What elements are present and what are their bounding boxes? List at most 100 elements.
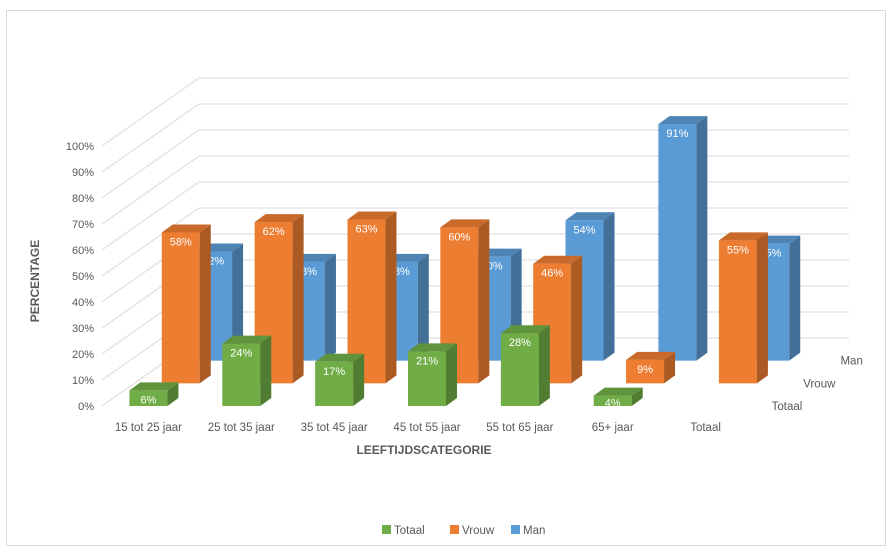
legend-swatch — [450, 525, 459, 534]
legend-label: Man — [523, 525, 545, 537]
bar-front-face — [626, 359, 665, 384]
bar-man: 54% — [565, 212, 615, 361]
bar-side-face — [696, 116, 708, 361]
bar-top-face — [565, 212, 615, 221]
gridline — [101, 77, 849, 147]
data-label: 60% — [448, 231, 470, 243]
data-label: 91% — [666, 128, 688, 140]
y-tick-label: 20% — [72, 349, 94, 361]
series-axis-label: Vrouw — [803, 378, 836, 390]
bar-front-face — [315, 361, 354, 406]
bar-top-face — [533, 255, 583, 264]
data-label: 6% — [140, 394, 156, 406]
data-label: 21% — [416, 355, 438, 367]
x-axis-categories: 15 tot 25 jaar 25 tot 35 jaar 35 tot 45 ja… — [115, 422, 721, 434]
bar-side-face — [417, 253, 429, 361]
gridline — [101, 155, 849, 225]
legend-swatch — [511, 525, 520, 534]
bar-top-face — [718, 232, 768, 241]
legend: Totaal Vrouw Man — [382, 525, 545, 537]
y-tick-label: 10% — [72, 375, 94, 387]
y-tick-label: 60% — [72, 245, 94, 257]
data-label: 9% — [637, 364, 653, 376]
data-label: 62% — [263, 226, 285, 238]
legend-entry: Vrouw — [450, 525, 495, 537]
bar-side-face — [631, 387, 643, 406]
bar-top-face — [440, 219, 490, 228]
bar-top-face — [129, 382, 179, 391]
bar-front-face — [658, 124, 697, 361]
bar-side-face — [664, 351, 676, 384]
bar-side-face — [232, 243, 244, 361]
data-label: 63% — [355, 224, 377, 236]
gridline — [101, 207, 849, 277]
bar-totaal: 6% — [129, 382, 179, 406]
bar-totaal: 24% — [222, 335, 272, 406]
3d-column-chart: 0%10%20%30%40%50%60%70%80%90%100% 42%38%… — [28, 77, 863, 537]
y-tick-label: 90% — [72, 167, 94, 179]
legend-label: Totaal — [394, 525, 425, 537]
bar-totaal: 21% — [408, 343, 457, 406]
bar-side-face — [571, 255, 583, 384]
x-category-label: 55 tot 65 jaar — [486, 422, 553, 434]
bar-totaal: 17% — [315, 353, 365, 406]
bar-top-face — [161, 224, 211, 233]
bar-front-face — [718, 240, 757, 384]
bar-side-face — [324, 253, 336, 361]
bar-side-face — [385, 211, 397, 384]
y-tick-label: 70% — [72, 219, 94, 231]
x-axis-title: LEEFTIJDSCATEGORIE — [356, 443, 491, 457]
bar-side-face — [292, 214, 304, 384]
legend-swatch — [382, 525, 391, 534]
bar-side-face — [538, 325, 550, 406]
data-label: 17% — [323, 366, 345, 378]
bar-side-face — [353, 353, 365, 406]
bar-top-face — [626, 351, 676, 360]
bar-top-face — [315, 353, 365, 362]
bar-side-face — [478, 219, 490, 384]
bar-totaal: 4% — [593, 387, 643, 410]
y-tick-label: 80% — [72, 193, 94, 205]
data-label: 58% — [170, 237, 192, 249]
y-tick-label: 0% — [78, 401, 94, 413]
bar-front-face — [129, 390, 168, 406]
bar-front-face — [222, 343, 261, 406]
legend-label: Vrouw — [462, 525, 495, 537]
x-category-label: 65+ jaar — [592, 422, 634, 434]
series-axis-label: Man — [840, 356, 862, 368]
legend-entry: Man — [511, 525, 545, 537]
series-axis-label: Totaal — [772, 401, 803, 413]
bar-top-face — [500, 325, 550, 334]
bar-vrouw: 58% — [161, 224, 211, 384]
data-label: 54% — [574, 224, 596, 236]
bar-side-face — [167, 382, 179, 406]
bar-man: 91% — [658, 116, 708, 361]
bar-top-face — [254, 214, 304, 223]
y-axis-ticks: 0% 10% 20% 30% 40% 50% 60% 70% 80% 90% 100% — [66, 141, 94, 413]
bar-man: 38% — [286, 253, 336, 361]
gridline — [101, 181, 849, 251]
bar-totaal: 28% — [500, 325, 550, 406]
bar-front-face — [500, 333, 539, 406]
bar-vrouw: 55% — [718, 232, 768, 384]
bar-side-face — [789, 235, 801, 361]
bar-front-face — [593, 395, 632, 406]
x-category-label: 35 tot 45 jaar — [301, 422, 368, 434]
bar-top-face — [408, 343, 457, 352]
gridline — [101, 103, 849, 173]
gridline — [101, 129, 849, 199]
y-tick-label: 100% — [66, 141, 94, 153]
data-label: 28% — [509, 337, 531, 349]
bar-vrouw: 46% — [533, 255, 583, 384]
bar-front-face — [161, 232, 200, 384]
y-axis-title: PERCENTAGE — [28, 240, 42, 322]
bar-side-face — [199, 224, 211, 384]
x-category-label: 45 tot 55 jaar — [393, 422, 460, 434]
data-label: 55% — [727, 244, 749, 256]
x-category-label: 15 tot 25 jaar — [115, 422, 182, 434]
x-category-label: Totaal — [690, 422, 721, 434]
x-category-label: 25 tot 35 jaar — [208, 422, 275, 434]
bar-top-face — [222, 335, 272, 344]
bar-top-face — [347, 211, 397, 220]
